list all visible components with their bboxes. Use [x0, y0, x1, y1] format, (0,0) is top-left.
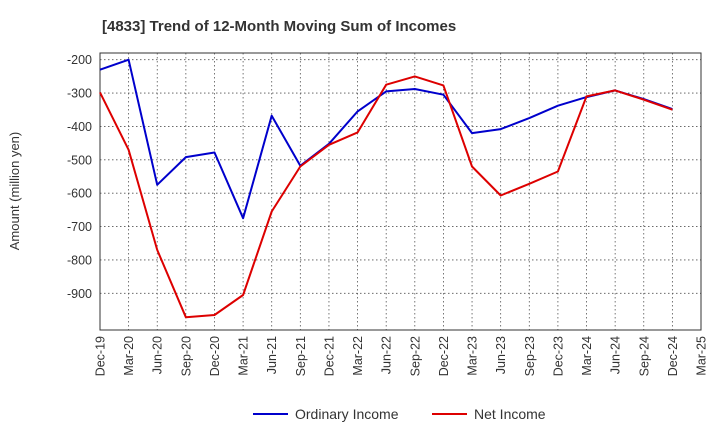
y-tick-label: -700 [67, 220, 92, 234]
series-line-net-income [99, 75, 673, 319]
x-tick-label: Dec-23 [551, 336, 565, 376]
series-lines [99, 58, 673, 319]
series-line-ordinary-income [99, 58, 673, 220]
x-tick-label: Dec-19 [94, 336, 108, 376]
x-tick-label: Mar-22 [351, 336, 365, 376]
x-tick-label: Sep-23 [523, 336, 537, 376]
x-tick-label: Jun-20 [151, 336, 165, 374]
x-tick-label: Jun-22 [380, 336, 394, 374]
plot-area [99, 52, 702, 331]
x-tick-label: Jun-23 [494, 336, 508, 374]
legend-label-net-income: Net Income [474, 406, 546, 422]
x-tick-label: Jun-24 [609, 336, 623, 374]
x-tick-label: Jun-21 [265, 336, 279, 374]
x-tick-label: Dec-22 [437, 336, 451, 376]
x-tick-label: Mar-23 [466, 336, 480, 376]
x-tick-label: Dec-20 [208, 336, 222, 376]
y-axis-label: Amount (million yen) [7, 132, 22, 251]
x-tick-label: Mar-24 [580, 336, 594, 376]
x-tick-label: Mar-25 [695, 336, 709, 376]
y-tick-label: -500 [67, 153, 92, 167]
legend-label-ordinary-income: Ordinary Income [295, 406, 399, 422]
x-tick-label: Sep-21 [294, 336, 308, 376]
y-tick-label: -800 [67, 253, 92, 267]
x-tick-label: Sep-20 [179, 336, 193, 376]
gridlines [99, 53, 702, 330]
x-tick-label: Dec-21 [322, 336, 336, 376]
y-tick-label: -900 [67, 287, 92, 301]
y-tick-label: -300 [67, 87, 92, 101]
y-tick-label: -200 [67, 53, 92, 67]
y-tick-label: -600 [67, 187, 92, 201]
x-tick-label: Sep-24 [637, 336, 651, 376]
x-tick-label: Dec-24 [666, 336, 680, 376]
x-tick-label: Sep-22 [408, 336, 422, 376]
x-axis: Dec-19 Mar-20 Jun-20 Sep-20 Dec-20 Mar-21 Jun-… [94, 336, 709, 376]
y-tick-label: -400 [67, 120, 92, 134]
x-tick-label: Mar-21 [237, 336, 251, 376]
y-axis: -200 -300 -400 -500 -600 -700 -800 -900 [67, 53, 92, 301]
legend: Ordinary Income Net Income [253, 406, 546, 422]
chart-title: [4833] Trend of 12-Month Moving Sum of I… [102, 18, 456, 35]
x-tick-label: Mar-20 [122, 336, 136, 376]
